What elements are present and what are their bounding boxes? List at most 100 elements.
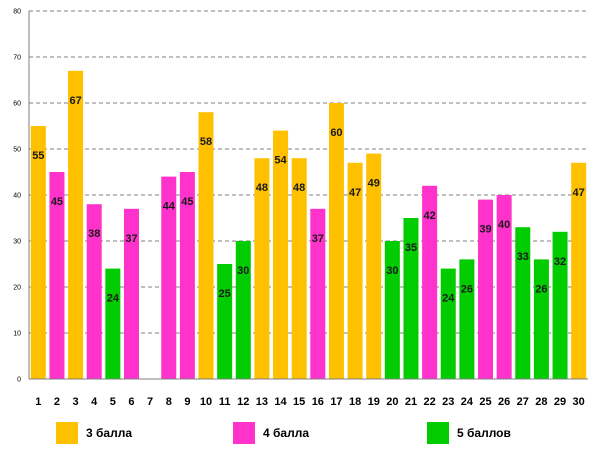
bar-4 [86,204,102,379]
x-tick-label-19: 19 [368,396,380,408]
bar-15 [291,158,307,379]
bar-9 [179,172,195,379]
bar-29 [552,231,568,379]
legend-item-4-balla: 4 балла [233,421,309,445]
bar-25 [478,199,494,379]
data-label-22: 42 [423,210,435,222]
y-tick-label: 0 [17,377,21,384]
bar-13 [254,158,270,379]
bar-18 [347,162,363,379]
bar-23 [440,268,456,379]
data-label-15: 48 [293,182,305,194]
legend-label-5-ballov: 5 баллов [457,426,511,440]
data-label-27: 33 [517,251,529,263]
bar-22 [422,185,438,379]
x-tick-label-8: 8 [166,396,172,408]
x-tick-label-12: 12 [237,396,249,408]
data-label-29: 32 [554,256,566,268]
data-label-24: 26 [461,283,473,295]
x-tick-label-16: 16 [312,396,324,408]
x-tick-label-20: 20 [386,396,398,408]
bar-21 [403,218,419,379]
x-tick-label-23: 23 [442,396,454,408]
gridlines [29,10,588,334]
bar-19 [366,153,382,379]
y-tick-label: 20 [13,285,21,292]
data-label-20: 30 [386,265,398,277]
data-label-10: 58 [200,136,212,148]
data-label-21: 35 [405,242,417,254]
x-tick-label-4: 4 [91,396,98,408]
x-tick-label-30: 30 [573,396,585,408]
legend-label-3-balla: 3 балла [86,426,133,440]
x-tick-label-14: 14 [274,396,287,408]
data-label-30: 47 [573,187,585,199]
x-tick-label-1: 1 [35,396,41,408]
x-tick-label-6: 6 [128,396,134,408]
data-label-28: 26 [535,283,547,295]
data-label-8: 44 [163,201,176,213]
y-tick-label: 80 [13,9,21,16]
bar-20 [384,241,400,379]
x-tick-label-10: 10 [200,396,212,408]
y-tick-label: 40 [13,193,21,200]
data-label-11: 25 [219,288,231,300]
x-tick-label-17: 17 [330,396,342,408]
bar-26 [496,195,512,379]
data-label-3: 67 [69,95,81,107]
bar-6 [123,208,139,379]
x-tick-label-22: 22 [423,396,435,408]
bar-30 [571,162,587,379]
data-label-5: 24 [107,293,120,305]
bar-1 [30,126,46,379]
data-label-16: 37 [312,233,324,245]
bar-10 [198,112,214,379]
y-tick-label: 50 [13,147,21,154]
data-label-6: 37 [125,233,137,245]
x-axis: 1 2 3 4 5 6 7 8 9 10 11 12 13 14 15 16 17 18 19 20 21 22 23 24 2… [29,378,588,408]
bar-24 [459,259,475,379]
bar-28 [533,259,549,379]
legend-label-4-balla: 4 балла [263,426,310,440]
data-label-13: 48 [256,182,268,194]
data-label-9: 45 [181,196,193,208]
bar-3 [68,70,84,380]
data-label-26: 40 [498,219,510,231]
data-label-23: 24 [442,293,455,305]
x-tick-label-21: 21 [405,396,417,408]
x-tick-label-28: 28 [535,396,547,408]
x-tick-label-11: 11 [219,396,231,408]
data-label-2: 45 [51,196,63,208]
y-axis: 0 10 20 30 40 50 60 70 80 [13,9,30,384]
data-label-18: 47 [349,187,361,199]
x-tick-label-24: 24 [461,396,474,408]
x-tick-label-7: 7 [147,396,153,408]
bar-27 [515,227,531,379]
legend-swatch-4-balla [233,422,255,444]
y-tick-label: 10 [13,331,21,338]
y-tick-label: 60 [13,101,21,108]
y-tick-label: 30 [13,239,21,246]
bar-11 [217,264,233,379]
x-tick-label-15: 15 [293,396,305,408]
bar-12 [235,241,251,379]
x-tick-label-13: 13 [256,396,268,408]
legend-swatch-3-balla [56,422,78,444]
data-label-4: 38 [88,228,100,240]
x-tick-label-26: 26 [498,396,510,408]
data-label-14: 54 [274,155,287,167]
x-tick-label-9: 9 [184,396,190,408]
bars [30,70,587,380]
x-tick-label-3: 3 [73,396,79,408]
x-tick-label-27: 27 [517,396,529,408]
bar-8 [161,176,177,379]
data-label-12: 30 [237,265,249,277]
data-label-17: 60 [330,127,342,139]
x-tick-label-5: 5 [110,396,116,408]
bar-5 [105,268,121,379]
legend-item-5-ballov: 5 баллов [427,421,511,445]
y-tick-label: 70 [13,55,21,62]
data-label-25: 39 [479,224,491,236]
bar-14 [273,130,289,379]
